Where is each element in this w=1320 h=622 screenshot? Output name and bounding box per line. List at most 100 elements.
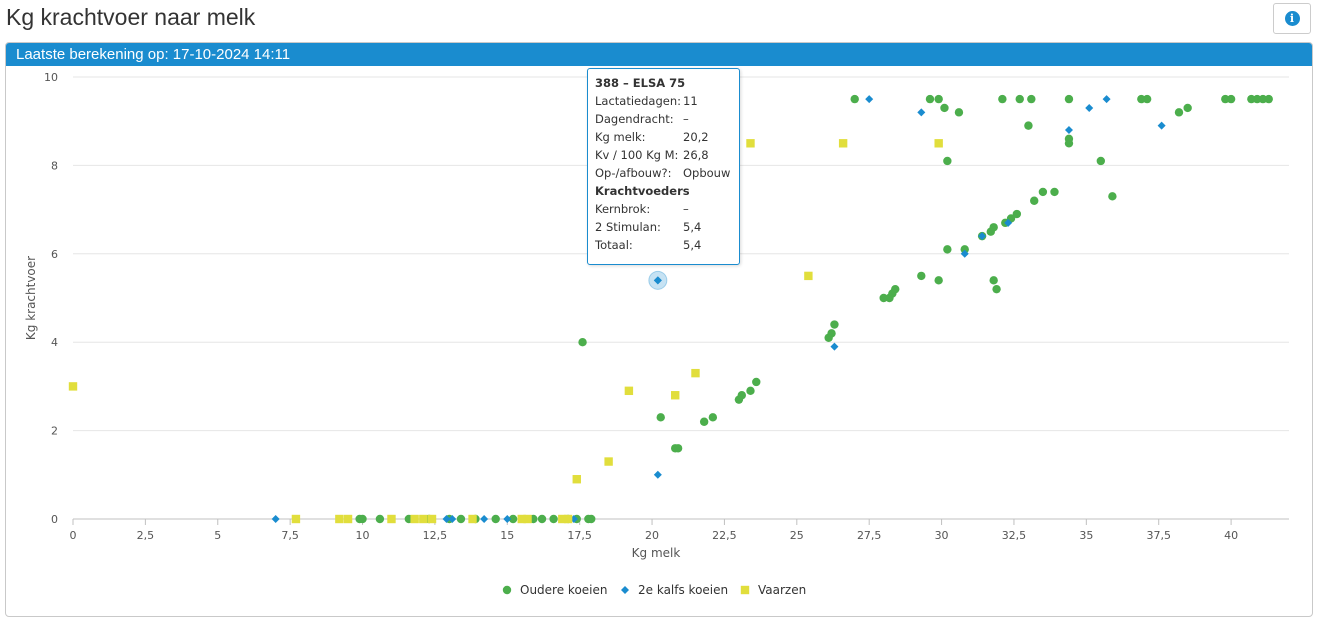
data-point <box>943 156 952 166</box>
tooltip-row: Kg melk: 20,2 <box>595 128 732 146</box>
data-point <box>517 514 526 524</box>
tooltip-section-title: Krachtvoeders <box>595 184 690 198</box>
legend-label: Oudere koeien <box>520 583 608 597</box>
tooltip-label: Dagendracht: <box>595 112 674 126</box>
data-point <box>387 514 396 524</box>
info-button[interactable]: i <box>1273 3 1311 34</box>
legend-label: 2e kalfs koeien <box>638 583 728 597</box>
data-point <box>891 284 900 294</box>
legend-label: Vaarzen <box>758 583 806 597</box>
legend-marker <box>502 585 512 595</box>
y-axis-title: Kg krachtvoer <box>24 256 38 340</box>
legend-marker <box>621 586 629 594</box>
x-tick-label: 32,5 <box>1002 529 1027 542</box>
data-point <box>427 514 437 524</box>
x-tick-label: 37,5 <box>1146 529 1171 542</box>
x-tick-label: 17,5 <box>567 529 592 542</box>
data-point <box>671 391 680 400</box>
data-point <box>1064 139 1074 148</box>
data-point <box>1247 94 1256 104</box>
x-tick-label: 27,5 <box>857 529 882 542</box>
data-point <box>375 514 385 524</box>
data-point <box>708 413 718 422</box>
data-point <box>335 514 344 524</box>
data-point <box>1102 95 1111 104</box>
data-point <box>358 514 367 524</box>
x-tick-label: 30 <box>935 529 949 542</box>
data-point <box>691 368 700 378</box>
data-point <box>587 514 596 524</box>
data-point <box>992 284 1001 294</box>
tooltip-row: 2 Stimulan: 5,4 <box>595 218 732 236</box>
data-point <box>925 94 935 104</box>
tooltip-label: Totaal: <box>595 238 633 252</box>
data-point <box>746 139 755 148</box>
data-point <box>572 475 581 484</box>
data-point <box>1024 121 1033 130</box>
tooltip-row: Dagendracht: – <box>595 110 732 128</box>
data-point <box>68 382 78 391</box>
tooltip-row: Kernbrok: – <box>595 200 732 218</box>
data-point <box>1050 187 1059 197</box>
data-point <box>549 514 558 524</box>
data-point <box>503 515 512 523</box>
tooltip-label: Kernbrok: <box>595 202 651 216</box>
data-point <box>827 329 836 338</box>
data-point <box>673 444 683 453</box>
data-point <box>934 94 943 104</box>
data-point <box>442 515 451 523</box>
chart-panel: Laatste berekening op: 17-10-2024 14:11 <box>5 42 1313 617</box>
data-point <box>343 514 353 524</box>
data-point <box>746 386 755 396</box>
tooltip-label: Kv / 100 Kg M: <box>595 148 679 162</box>
data-point <box>1015 94 1024 104</box>
data-point <box>656 413 665 422</box>
data-point <box>1264 94 1273 104</box>
data-point <box>830 320 839 329</box>
data-point <box>1157 121 1166 130</box>
tooltip-value: 11 <box>683 94 698 108</box>
data-point <box>960 245 969 254</box>
data-point <box>699 417 709 426</box>
x-tick-label: 15 <box>500 529 514 542</box>
data-point <box>480 515 489 523</box>
data-point <box>291 514 301 524</box>
x-tick-label: 10 <box>356 529 370 542</box>
x-axis-title: Kg melk <box>632 546 681 560</box>
data-point <box>653 470 662 479</box>
data-point <box>804 271 813 281</box>
y-tick-label: 4 <box>51 336 58 349</box>
data-point <box>1221 94 1230 104</box>
x-tick-label: 12,5 <box>423 529 448 542</box>
x-tick-label: 20 <box>645 529 659 542</box>
data-point <box>830 342 839 351</box>
data-point <box>468 514 477 524</box>
data-point <box>1258 94 1268 104</box>
data-point <box>523 514 532 524</box>
data-point <box>491 514 500 524</box>
tooltip-title: 388 – ELSA 75 <box>595 76 686 90</box>
y-tick-label: 10 <box>44 71 58 84</box>
tooltip-label: Kg melk: <box>595 130 646 144</box>
data-point <box>752 377 761 387</box>
x-tick-label: 25 <box>790 529 804 542</box>
tooltip-value: 20,2 <box>683 130 709 144</box>
legend-marker <box>740 585 750 595</box>
y-tick-label: 8 <box>51 159 58 172</box>
data-point <box>1183 103 1192 113</box>
data-point <box>1252 94 1262 104</box>
x-tick-label: 5 <box>214 529 221 542</box>
tooltip-row: Lactatiedagen: 11 <box>595 92 732 110</box>
tooltip-value: Opbouw <box>683 166 731 180</box>
data-point <box>1030 196 1039 205</box>
data-point <box>1085 103 1094 112</box>
data-point <box>1012 209 1022 219</box>
data-point <box>1004 218 1013 227</box>
data-point <box>563 514 573 524</box>
data-point <box>989 276 998 285</box>
y-tick-label: 6 <box>51 248 58 261</box>
data-point <box>978 232 987 241</box>
data-point <box>917 108 926 117</box>
data-point <box>419 514 428 524</box>
data-point <box>1096 156 1106 166</box>
